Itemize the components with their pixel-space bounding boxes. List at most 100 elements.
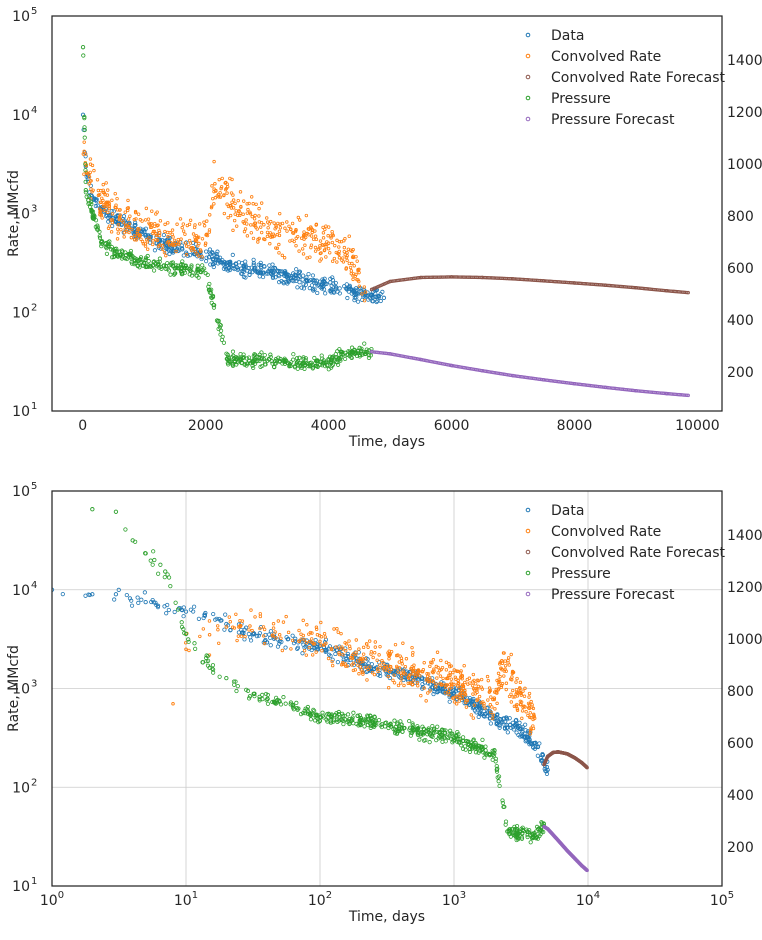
data-point — [90, 592, 95, 597]
data-point — [460, 683, 465, 687]
data-point — [133, 220, 138, 225]
data-point — [511, 695, 515, 699]
data-point — [194, 273, 199, 278]
data-point — [244, 356, 250, 361]
data-point — [354, 255, 358, 259]
data-point — [300, 277, 305, 282]
data-point — [279, 278, 284, 284]
data-point — [214, 616, 219, 621]
data-point — [280, 648, 285, 653]
data-point — [275, 246, 280, 250]
data-point — [370, 299, 375, 304]
data-point — [339, 663, 344, 667]
data-point — [179, 620, 184, 625]
data-point — [221, 266, 227, 271]
data-point — [337, 286, 342, 291]
data-point — [153, 260, 158, 266]
data-point — [451, 670, 455, 675]
y-tick-base: 10 — [12, 780, 30, 796]
data-point — [213, 182, 217, 186]
data-point — [498, 674, 502, 679]
data-point — [459, 669, 463, 673]
data-point — [241, 630, 246, 635]
data-point — [452, 700, 457, 704]
data-point — [190, 270, 195, 275]
data-point — [228, 213, 233, 218]
data-point — [250, 214, 254, 219]
data-point — [243, 275, 248, 280]
data-point — [277, 633, 282, 637]
data-point — [364, 719, 369, 724]
data-point — [193, 646, 198, 651]
data-point — [535, 753, 540, 758]
data-point — [388, 669, 392, 674]
data-point — [505, 725, 510, 730]
data-point — [262, 639, 268, 644]
data-point — [449, 682, 454, 687]
data-point — [294, 267, 299, 272]
data-point — [217, 641, 221, 646]
data-point — [317, 633, 322, 638]
data-point — [384, 665, 388, 670]
data-point — [410, 669, 415, 674]
data-point — [147, 236, 151, 240]
data-point — [217, 255, 223, 260]
data-point — [269, 219, 273, 224]
data-point — [334, 250, 338, 255]
data-point — [321, 279, 326, 284]
data-point — [502, 674, 506, 678]
data-point — [471, 716, 476, 720]
data-point — [119, 227, 123, 232]
data-point — [255, 227, 259, 231]
y2-tick-label: 600 — [727, 736, 754, 752]
data-point — [345, 712, 351, 717]
data-point — [413, 680, 418, 685]
data-point — [515, 676, 519, 681]
data-point — [399, 681, 403, 685]
data-point — [297, 355, 302, 360]
data-point — [409, 667, 413, 671]
data-point — [101, 204, 106, 208]
data-point — [365, 678, 369, 682]
legend-marker — [525, 116, 531, 122]
data-point — [290, 633, 295, 638]
data-point — [251, 365, 256, 370]
data-point — [348, 265, 353, 270]
data-point — [428, 689, 432, 693]
data-point — [152, 224, 157, 228]
data-point — [321, 360, 326, 365]
data-point — [313, 360, 318, 366]
data-point — [268, 352, 273, 357]
data-point — [537, 741, 542, 746]
data-point — [134, 231, 139, 236]
data-point — [96, 193, 101, 198]
data-point — [95, 203, 100, 208]
data-point — [213, 189, 218, 193]
data-point — [443, 691, 448, 695]
data-point — [345, 295, 350, 301]
series-data — [52, 587, 550, 776]
data-point — [207, 247, 213, 252]
data-point — [211, 611, 216, 617]
data-point — [313, 234, 318, 238]
data-point — [328, 251, 332, 255]
data-point — [302, 230, 306, 234]
data-point — [401, 726, 406, 731]
data-point — [406, 675, 410, 680]
data-point — [315, 647, 321, 652]
data-point — [375, 664, 380, 670]
data-point — [458, 671, 463, 675]
data-point — [163, 266, 168, 271]
x-tick-label: 103 — [442, 890, 466, 909]
data-point — [527, 691, 532, 696]
x-tick-base: 4000 — [311, 418, 347, 434]
data-point — [125, 206, 130, 211]
data-point — [460, 694, 465, 698]
data-point — [250, 631, 256, 637]
data-point — [83, 152, 88, 156]
data-point — [347, 639, 351, 643]
data-point — [191, 604, 197, 609]
data-point — [352, 298, 357, 303]
data-point — [337, 249, 341, 254]
data-point — [447, 699, 452, 704]
